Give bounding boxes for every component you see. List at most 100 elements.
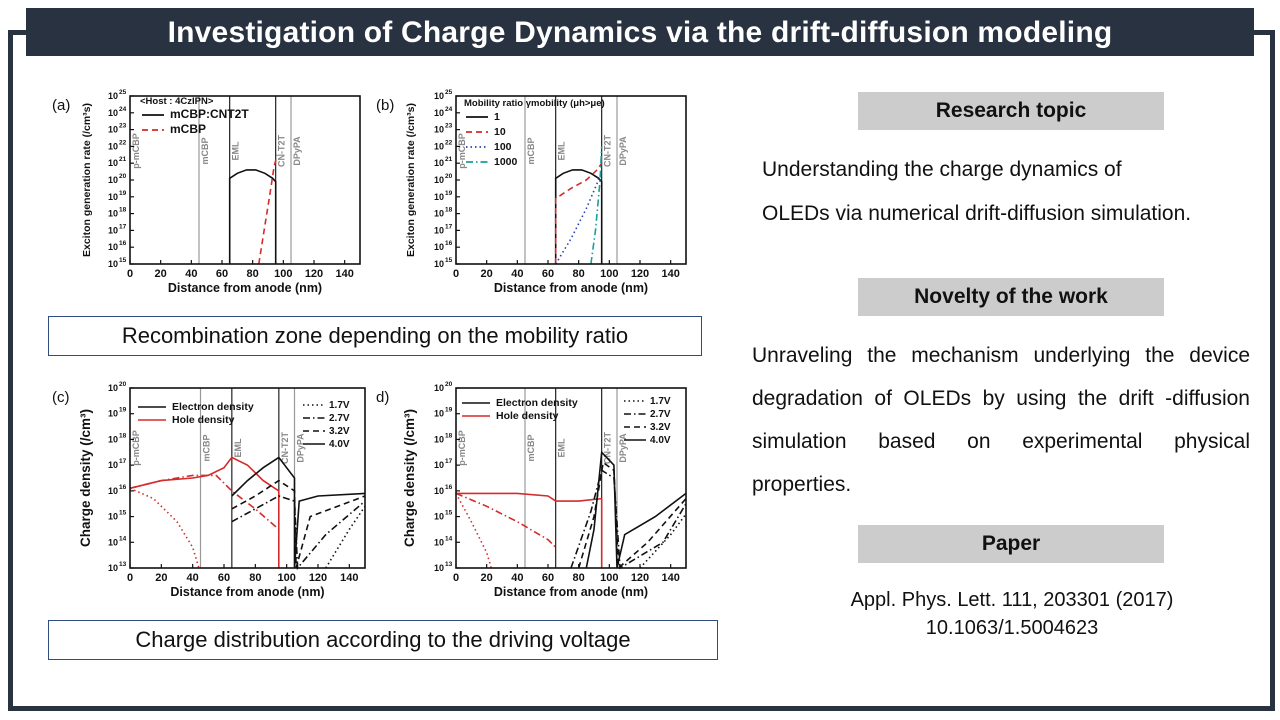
x-tick-label: 60 [216, 268, 228, 280]
x-tick-label: 40 [185, 268, 197, 280]
x-tick-label: 60 [542, 268, 554, 280]
layer-label: EML [557, 141, 567, 161]
voltage-legend-label: 2.7V [329, 413, 350, 424]
y-tick-exponent: 16 [119, 240, 127, 247]
y-tick-exponent: 15 [445, 257, 453, 264]
series-line [231, 479, 366, 569]
y-tick-exponent: 18 [445, 207, 453, 214]
x-tick-label: 140 [661, 572, 679, 584]
x-tick-label: 0 [453, 268, 459, 280]
y-axis-label: Charge density (/cm³) [78, 409, 93, 547]
y-tick-exponent: 15 [119, 257, 127, 264]
y-tick-label: 10 [108, 512, 118, 522]
y-tick-exponent: 20 [119, 381, 127, 388]
y-tick-exponent: 19 [119, 190, 127, 197]
y-tick-label: 10 [108, 259, 118, 269]
research-topic-line-1: Understanding the charge dynamics of [762, 158, 1122, 181]
y-axis-label: Exciton generation rate (/cm³s) [81, 103, 93, 257]
chart-panel-a: (a) p-mCBP mCBP EML CN-T2T DPyPA 0 20 40 60 80 100 1… [48, 84, 368, 304]
x-tick-label: 20 [155, 572, 167, 584]
plot-frame [129, 95, 361, 265]
y-tick-exponent: 19 [119, 407, 127, 414]
y-tick-label: 10 [108, 242, 118, 252]
x-tick-label: 100 [274, 268, 292, 280]
layer-label: DPyPA [296, 433, 306, 463]
x-tick-label: 80 [247, 268, 259, 280]
series-line [129, 474, 280, 531]
y-tick-exponent: 16 [119, 484, 127, 491]
y-tick-exponent: 18 [119, 207, 127, 214]
x-tick-label: 0 [127, 572, 133, 584]
y-tick-exponent: 24 [445, 106, 453, 113]
x-tick-label: 140 [340, 572, 358, 584]
y-tick-exponent: 15 [445, 510, 453, 517]
y-tick-exponent: 17 [119, 458, 127, 465]
y-tick-label: 10 [108, 108, 118, 118]
y-tick-label: 10 [108, 175, 118, 185]
y-tick-exponent: 23 [445, 123, 453, 130]
layer-label: DPyPA [292, 136, 302, 166]
chart-panel-b: (b) p-mCBP mCBP EML CN-T2T DPyPA 0 20 40 60 80 100 1… [372, 84, 702, 304]
slide-title: Investigation of Charge Dynamics via the… [26, 8, 1254, 56]
y-tick-exponent: 13 [119, 561, 127, 568]
panel-label: (c) [52, 389, 70, 406]
voltage-legend-label: 2.7V [650, 409, 671, 420]
layer-label: p-mCBP [457, 430, 467, 466]
plot-frame [455, 95, 687, 265]
legend-label: 10 [494, 126, 506, 138]
layer-label: CN-T2T [603, 432, 613, 464]
y-tick-exponent: 15 [119, 510, 127, 517]
x-tick-label: 20 [481, 268, 493, 280]
y-tick-exponent: 21 [119, 156, 127, 163]
series-line [554, 169, 603, 264]
layer-label: CN-T2T [277, 135, 287, 167]
y-tick-label: 10 [108, 486, 118, 496]
y-tick-label: 10 [434, 91, 444, 101]
y-tick-label: 10 [434, 486, 444, 496]
series-line [639, 513, 687, 569]
y-tick-exponent: 20 [119, 173, 127, 180]
frame-corner-right [1252, 30, 1270, 35]
panel-label: (b) [376, 97, 394, 114]
y-tick-label: 10 [434, 563, 444, 573]
y-tick-exponent: 22 [445, 139, 453, 146]
voltage-legend-label: 4.0V [650, 435, 671, 446]
y-tick-label: 10 [434, 242, 444, 252]
y-tick-label: 10 [434, 434, 444, 444]
y-tick-label: 10 [434, 125, 444, 135]
chart-d: d) p-mCBP mCBP EML CN-T2T DPyPA 0 20 40 60 80 100 12… [376, 381, 687, 599]
x-tick-label: 100 [600, 268, 618, 280]
y-tick-label: 10 [434, 225, 444, 235]
plot-frame [455, 387, 687, 569]
y-tick-label: 10 [434, 141, 444, 151]
series-line [258, 154, 278, 265]
x-tick-label: 120 [631, 572, 649, 584]
slide-frame [8, 30, 1275, 711]
layer-label: EML [233, 438, 243, 458]
y-tick-exponent: 19 [445, 407, 453, 414]
y-tick-label: 10 [108, 125, 118, 135]
y-tick-label: 10 [108, 563, 118, 573]
y-tick-exponent: 25 [119, 89, 127, 96]
caption-recombination: Recombination zone depending on the mobi… [48, 316, 702, 356]
chart-a: (a) p-mCBP mCBP EML CN-T2T DPyPA 0 20 40 60 80 100 1… [52, 89, 361, 295]
legend-label: 1 [494, 111, 500, 123]
layer-label: CN-T2T [280, 432, 290, 464]
series-line [570, 469, 687, 570]
y-tick-exponent: 20 [445, 381, 453, 388]
chart-b: (b) p-mCBP mCBP EML CN-T2T DPyPA 0 20 40 60 80 100 1… [376, 89, 687, 295]
series-line [228, 169, 277, 264]
x-tick-label: 120 [631, 268, 649, 280]
series-line [555, 171, 603, 265]
y-tick-label: 10 [108, 225, 118, 235]
paper-doi: 10.1063/1.5004623 [925, 617, 1099, 639]
frame-corner-left [8, 30, 28, 35]
x-tick-label: 0 [453, 572, 459, 584]
y-tick-label: 10 [434, 175, 444, 185]
layer-label: p-mCBP [131, 133, 141, 169]
y-tick-exponent: 16 [445, 484, 453, 491]
x-tick-label: 80 [573, 268, 585, 280]
x-tick-label: 100 [600, 572, 618, 584]
voltage-legend-label: 4.0V [329, 439, 350, 450]
series-line [554, 162, 603, 264]
